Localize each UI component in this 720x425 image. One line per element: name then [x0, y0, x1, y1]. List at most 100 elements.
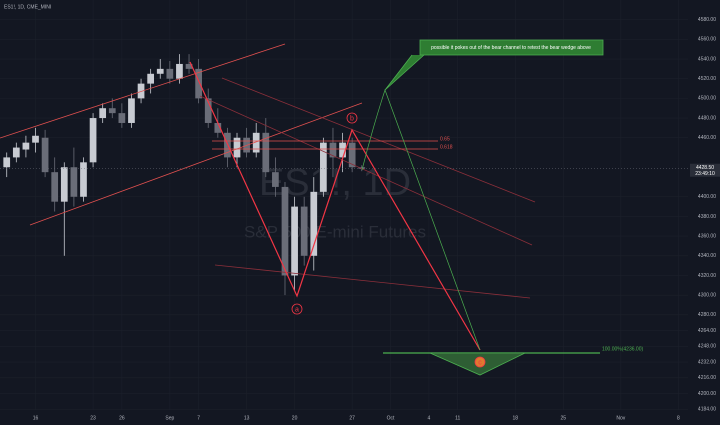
- callout-text: possible it pokes out of the bear channe…: [431, 45, 591, 51]
- x-tick-label: 25: [560, 415, 566, 421]
- x-tick-label: 26: [119, 415, 125, 421]
- wave-circle: [474, 356, 486, 368]
- candle-body: [3, 157, 11, 168]
- candle-body: [233, 137, 241, 158]
- candle-body: [176, 63, 183, 79]
- fib-label: 0.65: [440, 136, 450, 142]
- x-tick-label: 23: [90, 415, 96, 421]
- candle-body: [185, 63, 193, 69]
- y-tick-label: 4300.00: [698, 292, 716, 298]
- candle-body: [291, 206, 298, 276]
- x-tick-label: 13: [244, 415, 250, 421]
- y-tick-label: 4560.00: [698, 37, 716, 43]
- candle-body: [118, 113, 126, 123]
- x-tick-label: 18: [512, 415, 518, 421]
- candle-body: [262, 132, 270, 173]
- wave-label: c: [478, 359, 482, 366]
- y-tick-label: 4400.00: [698, 194, 716, 200]
- candle-body: [320, 142, 327, 192]
- x-tick-label: 8: [677, 415, 680, 421]
- candle-body: [348, 142, 356, 168]
- last-price-label: 4428.50: [696, 165, 714, 171]
- x-tick-label: 27: [349, 415, 355, 421]
- x-tick-label: Sep: [165, 415, 174, 421]
- x-tick-label: 16: [33, 415, 39, 421]
- drawings: [0, 39, 604, 376]
- wave-label: b: [350, 115, 354, 122]
- x-tick-label: 11: [455, 415, 460, 421]
- candle-body: [204, 98, 212, 123]
- candle-body: [51, 172, 59, 202]
- candle-body: [252, 132, 260, 153]
- candle-body: [41, 137, 49, 173]
- y-tick-label: 4320.00: [698, 273, 716, 279]
- grid: [0, 0, 688, 410]
- channel-line: [221, 77, 536, 203]
- candle-body: [108, 108, 116, 114]
- candles: [3, 54, 366, 296]
- y-tick-label: 4264.00: [698, 328, 716, 334]
- target-label: 100.00%(4236.00): [602, 346, 643, 352]
- candle-body: [214, 122, 222, 133]
- axes: 4184.00 4200.00 4216.00 4232.00 4248.00 4264.…: [0, 17, 720, 421]
- wave-path: [189, 61, 481, 351]
- x-tick-label: 7: [197, 415, 200, 421]
- candle-body: [339, 142, 346, 158]
- candle-body: [128, 98, 135, 123]
- y-tick-label: 4360.00: [698, 233, 716, 239]
- candle-body: [147, 73, 155, 84]
- y-tick-label: 4340.00: [698, 253, 716, 259]
- channel-line: [199, 95, 533, 246]
- candle-body: [99, 108, 107, 119]
- y-tick-label: 4280.00: [698, 312, 716, 318]
- candle-body: [89, 118, 97, 163]
- y-tick-label: 4460.00: [698, 135, 716, 141]
- trend-line: [0, 43, 286, 139]
- candle-body: [137, 83, 145, 99]
- candle-body: [70, 167, 78, 197]
- candle-body: [272, 172, 279, 187]
- x-tick-label: 20: [292, 415, 298, 421]
- countdown: 23:49:10: [695, 171, 715, 177]
- x-tick-label: Nov: [616, 415, 625, 421]
- y-tick-label: 4216.00: [698, 375, 716, 381]
- y-tick-label: 4580.00: [698, 17, 716, 23]
- projection-path: [361, 88, 481, 351]
- trend-line: [29, 102, 363, 226]
- fib-label: 0.618: [440, 144, 453, 150]
- wave-circle: [291, 303, 303, 315]
- y-tick-label: 4380.00: [698, 214, 716, 220]
- candle-body: [166, 68, 174, 79]
- candle-body: [358, 167, 366, 169]
- candle-body: [12, 147, 20, 158]
- callout-box: [384, 39, 604, 91]
- candle-body: [300, 206, 308, 256]
- y-tick-label: 4540.00: [698, 56, 716, 62]
- candle-body: [32, 135, 39, 143]
- y-tick-label: 4232.00: [698, 359, 716, 365]
- y-tick-label: 4500.00: [698, 96, 716, 102]
- channel-line: [214, 264, 531, 299]
- y-tick-label: 4184.00: [698, 407, 716, 413]
- candle-body: [80, 162, 87, 197]
- y-tick-label: 4200.00: [698, 391, 716, 397]
- candle-body: [156, 68, 164, 74]
- y-tick-label: 4248.00: [698, 344, 716, 350]
- candle-body: [281, 186, 289, 276]
- wave-label: a: [295, 306, 299, 313]
- candle-body: [195, 68, 202, 99]
- x-tick-label: 4: [428, 415, 431, 421]
- last-price-box: [690, 163, 720, 177]
- watermark-subtitle: S&P 500 E-mini Futures: [244, 222, 426, 241]
- candle-body: [310, 191, 318, 256]
- candle-body: [60, 167, 68, 202]
- candle-body: [22, 142, 30, 150]
- candle-body: [329, 142, 337, 158]
- wave-circle: [346, 112, 358, 124]
- y-tick-label: 4520.00: [698, 76, 716, 82]
- x-tick-label: Oct: [387, 415, 395, 421]
- y-tick-label: 4480.00: [698, 115, 716, 121]
